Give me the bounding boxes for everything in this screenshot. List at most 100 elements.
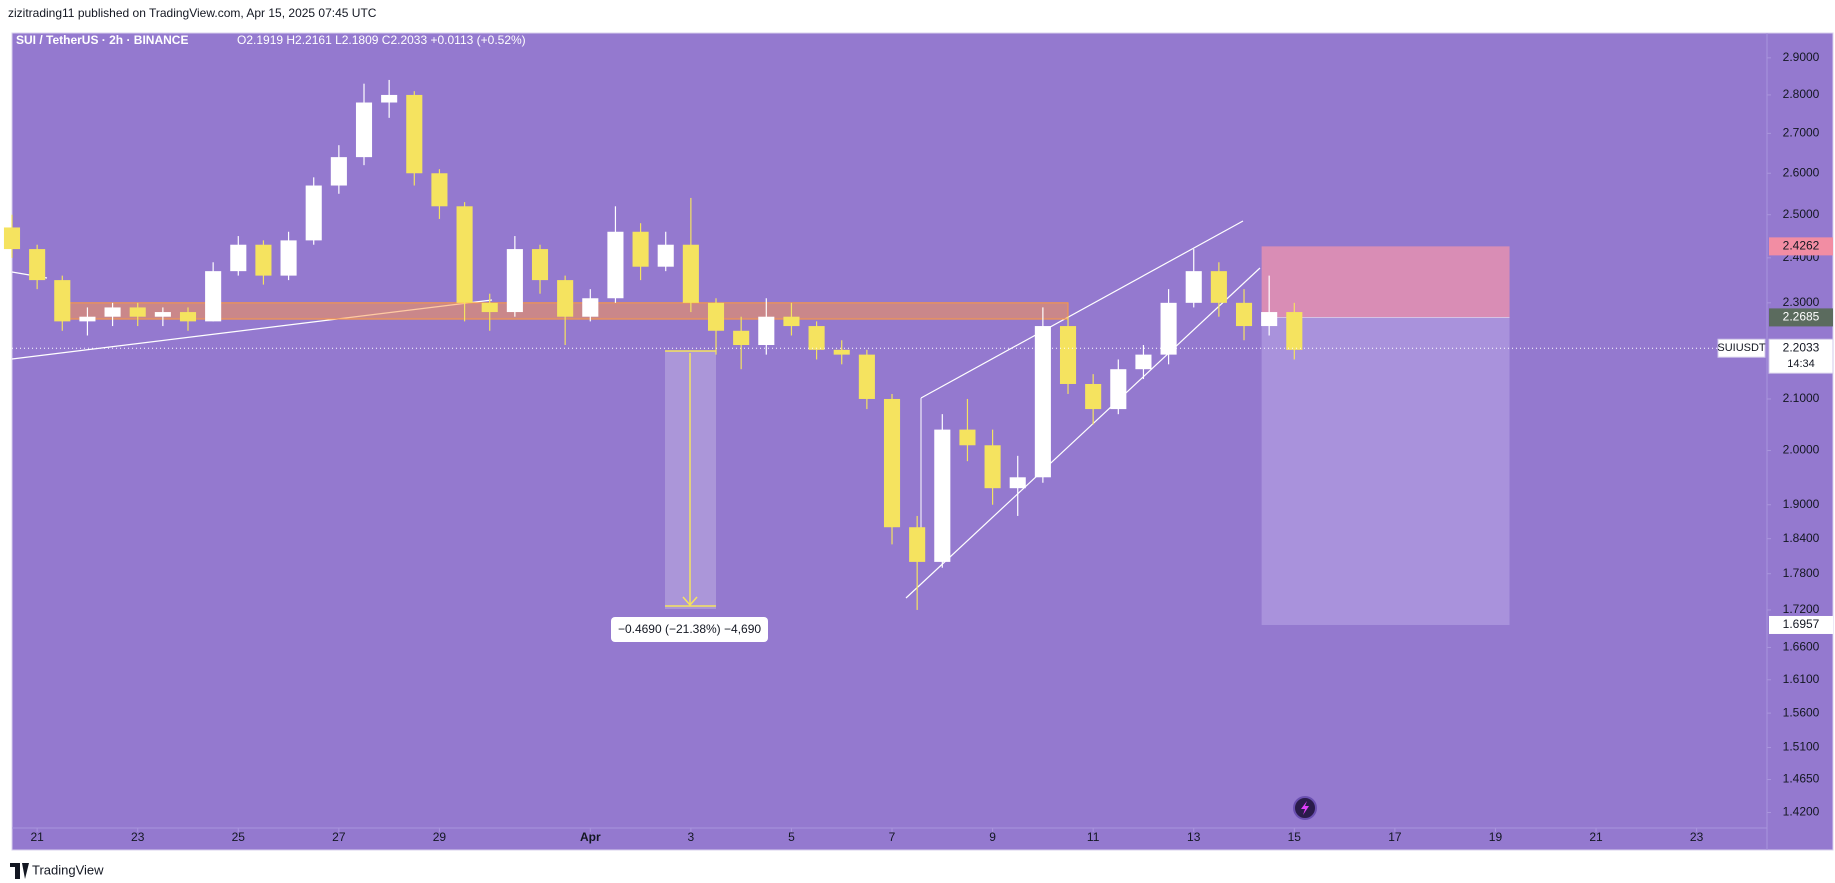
candle-body — [883, 398, 901, 528]
y-tick-label: 1.8400 — [1783, 531, 1820, 545]
x-tick-label: 21 — [30, 830, 44, 844]
x-tick-label: 25 — [232, 830, 246, 844]
candle-body — [1261, 312, 1278, 327]
x-tick-label: 11 — [1087, 830, 1100, 844]
candle-body — [355, 102, 373, 158]
candle-body — [54, 280, 71, 322]
candle-body — [179, 312, 197, 322]
candle-body — [104, 307, 121, 317]
candle-body — [607, 231, 624, 299]
last-price-box — [1768, 338, 1834, 374]
candle-body — [934, 429, 951, 562]
wedge-lower-line — [905, 267, 1261, 599]
y-tick-label: 2.0000 — [1783, 443, 1820, 457]
y-tick-label: 1.6600 — [1783, 640, 1820, 654]
candle-body — [305, 185, 322, 241]
measure-arrowhead — [682, 596, 698, 607]
stop-price-label: 2.4262 — [1783, 239, 1820, 253]
x-tick-label: 29 — [433, 830, 447, 844]
x-tick-label: 9 — [989, 830, 996, 844]
y-tick-label: 1.5600 — [1783, 705, 1820, 719]
ticker-label-box — [1717, 338, 1766, 358]
footer: TradingView — [10, 862, 104, 879]
candle-body — [205, 271, 222, 322]
candle-body — [381, 94, 398, 103]
y-tick-label: 1.9000 — [1783, 497, 1820, 511]
y-tick-label: 2.5000 — [1783, 207, 1820, 221]
y-tick-label: 2.3000 — [1783, 295, 1820, 309]
wedge-upper-line — [920, 220, 1244, 399]
candle-body — [456, 206, 473, 303]
candle-body — [1034, 326, 1051, 478]
brand-logo — [10, 863, 29, 879]
candle-body — [808, 326, 825, 350]
last-price-label: 2.2033 — [1783, 340, 1820, 354]
y-tick-label: 1.7800 — [1783, 566, 1820, 580]
candle-body — [230, 244, 247, 272]
x-tick-label: 23 — [1690, 830, 1704, 844]
x-tick-label: 23 — [131, 830, 145, 844]
candle-body — [506, 249, 523, 313]
candle-body — [858, 354, 875, 399]
candle-body — [330, 157, 347, 186]
candle-body — [129, 307, 146, 317]
candle-body — [909, 527, 926, 562]
candle-body — [280, 240, 297, 276]
target-price-label: 1.6957 — [1783, 617, 1820, 631]
candle-body — [3, 227, 21, 250]
candle-body — [682, 244, 699, 303]
event-bolt — [1301, 801, 1309, 815]
stop-price-box — [1769, 237, 1833, 256]
candle-body — [657, 244, 674, 267]
candle-body — [758, 316, 775, 346]
candle-body — [833, 349, 850, 355]
candle-body — [154, 312, 171, 317]
entry-price-label: 2.2685 — [1783, 310, 1820, 324]
candle-body — [959, 429, 976, 446]
ticker-label: SUIUSDT — [1717, 342, 1766, 354]
candle-body — [1160, 302, 1177, 355]
measure-label: −0.4690 (−21.38%) −4,690 — [618, 622, 761, 636]
candle-body — [406, 94, 423, 174]
x-tick-label: 7 — [889, 830, 896, 844]
y-tick-label: 1.6100 — [1783, 672, 1820, 686]
candle-body — [29, 249, 46, 281]
countdown-label: 14:34 — [1787, 358, 1815, 370]
symbol-title: SUI / TetherUS · 2h · BINANCE — [16, 33, 188, 47]
y-tick-label: 1.7200 — [1783, 602, 1820, 616]
y-tick-label: 2.6000 — [1783, 165, 1820, 179]
candle-body — [79, 316, 96, 322]
candle-body — [1059, 326, 1077, 384]
x-tick-label: 15 — [1288, 830, 1302, 844]
candle-body — [1286, 312, 1303, 350]
chart-pane — [11, 32, 1834, 851]
y-tick-label: 1.4200 — [1783, 805, 1820, 819]
candle-body — [707, 302, 725, 331]
target-price-box — [1769, 615, 1833, 634]
y-tick-label: 2.9000 — [1783, 50, 1820, 64]
candle-body — [783, 316, 800, 327]
candle-body — [632, 231, 649, 267]
candle-body — [481, 302, 498, 313]
candle-body — [984, 445, 1001, 489]
x-tick-label: 27 — [332, 830, 346, 844]
candle-body — [733, 330, 750, 346]
ohlc-legend: O2.1919 H2.2161 L2.1809 C2.2033 +0.0113 … — [237, 33, 526, 47]
candle-body — [1210, 271, 1227, 303]
x-tick-label: Apr — [580, 830, 601, 844]
publisher-header: zizitrading11 published on TradingView.c… — [8, 6, 377, 20]
candle-body — [582, 298, 599, 317]
x-tick-label: 5 — [788, 830, 795, 844]
candle-body — [1135, 354, 1152, 370]
measure-label-box — [611, 617, 768, 642]
y-tick-label: 1.5100 — [1783, 740, 1820, 754]
candle-body — [431, 173, 448, 207]
candle-body — [557, 280, 574, 317]
x-tick-label: 17 — [1388, 830, 1402, 844]
y-tick-label: 1.4650 — [1783, 772, 1820, 786]
y-tick-label: 2.1000 — [1783, 391, 1820, 405]
candle-body — [1110, 369, 1127, 410]
stop-zone — [1261, 246, 1510, 318]
